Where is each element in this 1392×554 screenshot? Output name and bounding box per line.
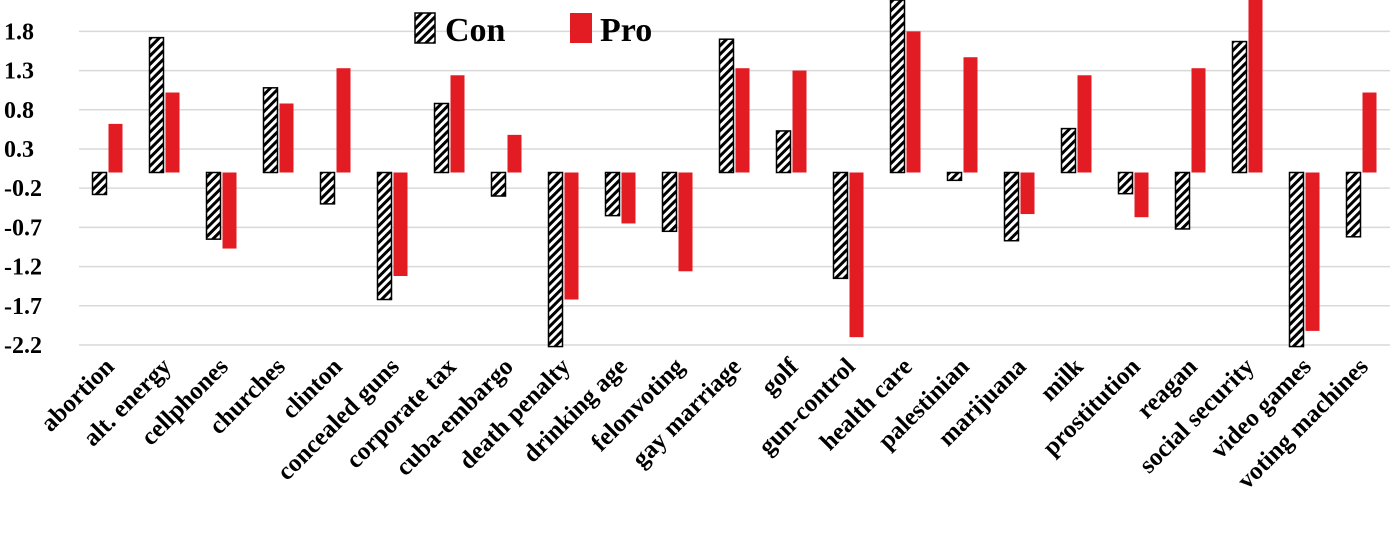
bar-pro-corporate-tax	[450, 75, 465, 173]
bar-con-video-games	[1288, 171, 1305, 348]
legend-swatch-con	[414, 12, 436, 44]
bar-pro-social-security	[1248, 0, 1263, 173]
y-tick-label: -2.2	[4, 333, 42, 359]
y-axis-ticks: 1.8 1.3 0.8 0.3 -0.2 -0.7 -1.2 -1.7 -2.2	[4, 19, 42, 359]
bar-con-milk	[1060, 127, 1077, 174]
y-tick-label: -0.7	[4, 215, 42, 241]
bar-pro-felonvoting	[678, 172, 693, 272]
bar-pro-prostitution	[1134, 172, 1149, 218]
bar-pro-marijuana	[1020, 172, 1035, 215]
bar-con-palestinian	[946, 171, 963, 182]
bar-con-golf	[775, 130, 792, 174]
bar-con-health-care	[889, 0, 906, 174]
y-tick-label: 1.8	[4, 19, 34, 45]
bar-con-abortion	[91, 171, 108, 196]
bar-pro-abortion	[108, 123, 123, 173]
bar-con-gun-control	[832, 171, 849, 280]
bar-con-cuba-embargo	[490, 171, 507, 197]
y-tick-label: 1.3	[4, 59, 34, 85]
bar-pro-palestinian	[963, 57, 978, 173]
bar-con-prostitution	[1117, 171, 1134, 195]
bar-con-clinton	[319, 171, 336, 205]
legend: Con Pro	[414, 12, 652, 49]
bar-pro-gay-marriage	[735, 68, 750, 173]
legend-swatch-pro	[570, 13, 592, 43]
bar-pro-alt-energy	[165, 92, 180, 173]
bar-con-felonvoting	[661, 171, 678, 233]
y-tick-label: -1.7	[4, 294, 42, 320]
bar-con-marijuana	[1003, 171, 1020, 242]
bar-pro-drinking-age	[621, 172, 636, 224]
y-tick-label: -0.2	[4, 176, 42, 202]
category-label: golf	[756, 353, 804, 401]
bar-pro-cuba-embargo	[507, 134, 522, 173]
bar-con-churches	[262, 87, 279, 174]
bar-con-corporate-tax	[433, 102, 450, 174]
bar-con-voting-machines	[1345, 171, 1362, 238]
bar-pro-gun-control	[849, 172, 864, 338]
bar-pro-clinton	[336, 68, 351, 173]
bars	[91, 0, 1377, 348]
bar-pro-cellphones	[222, 172, 237, 249]
bar-con-social-security	[1231, 40, 1248, 174]
legend-label-pro: Pro	[600, 12, 652, 49]
bar-pro-churches	[279, 103, 294, 173]
bar-pro-health-care	[906, 31, 921, 173]
bar-pro-voting-machines	[1362, 92, 1377, 173]
bar-pro-milk	[1077, 75, 1092, 173]
bar-con-alt-energy	[148, 36, 165, 174]
y-tick-label: -1.2	[4, 255, 42, 281]
bar-con-reagan	[1174, 171, 1191, 230]
bar-con-drinking-age	[604, 171, 621, 217]
y-tick-label: 0.3	[4, 137, 34, 163]
bar-pro-concealed-guns	[393, 172, 408, 276]
grid-lines	[79, 30, 1390, 346]
bar-pro-death-penalty	[564, 172, 579, 300]
bar-pro-golf	[792, 70, 807, 173]
bar-pro-reagan	[1191, 68, 1206, 173]
bar-con-concealed-guns	[376, 171, 393, 301]
bar-pro-video-games	[1305, 172, 1320, 331]
bar-con-cellphones	[205, 171, 222, 240]
bar-con-gay-marriage	[718, 38, 735, 174]
bar-con-death-penalty	[547, 171, 564, 348]
y-tick-label: 0.8	[4, 98, 34, 124]
legend-label-con: Con	[445, 12, 506, 49]
